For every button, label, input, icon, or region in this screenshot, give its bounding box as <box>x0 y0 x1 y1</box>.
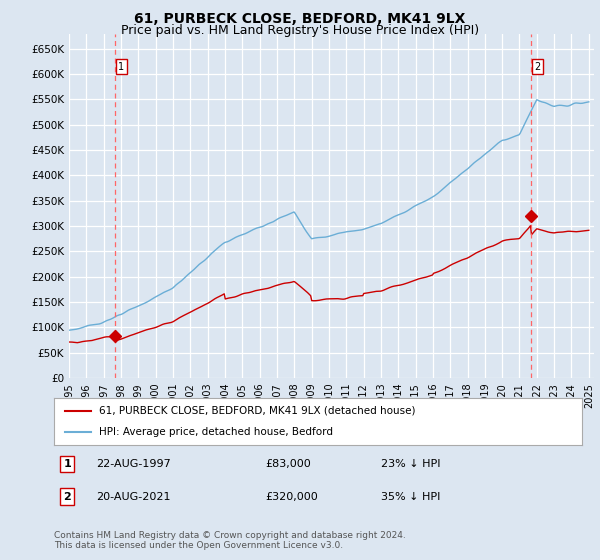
Text: 1: 1 <box>64 459 71 469</box>
Text: 2: 2 <box>534 62 541 72</box>
Text: Contains HM Land Registry data © Crown copyright and database right 2024.
This d: Contains HM Land Registry data © Crown c… <box>54 531 406 550</box>
Text: Price paid vs. HM Land Registry's House Price Index (HPI): Price paid vs. HM Land Registry's House … <box>121 24 479 37</box>
Text: 20-AUG-2021: 20-AUG-2021 <box>96 492 171 502</box>
Text: 23% ↓ HPI: 23% ↓ HPI <box>382 459 441 469</box>
Text: £320,000: £320,000 <box>265 492 318 502</box>
Text: 2: 2 <box>64 492 71 502</box>
Text: 35% ↓ HPI: 35% ↓ HPI <box>382 492 441 502</box>
Text: 1: 1 <box>118 62 124 72</box>
Text: £83,000: £83,000 <box>265 459 311 469</box>
Text: 61, PURBECK CLOSE, BEDFORD, MK41 9LX: 61, PURBECK CLOSE, BEDFORD, MK41 9LX <box>134 12 466 26</box>
Text: 61, PURBECK CLOSE, BEDFORD, MK41 9LX (detached house): 61, PURBECK CLOSE, BEDFORD, MK41 9LX (de… <box>99 406 415 416</box>
Text: HPI: Average price, detached house, Bedford: HPI: Average price, detached house, Bedf… <box>99 427 333 437</box>
Text: 22-AUG-1997: 22-AUG-1997 <box>96 459 171 469</box>
